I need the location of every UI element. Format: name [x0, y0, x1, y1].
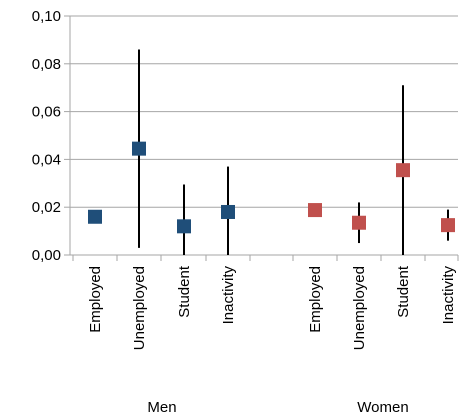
data-point [308, 203, 322, 218]
data-point [352, 215, 366, 230]
category-label: Inactivity [440, 266, 457, 325]
group-label: Women [357, 399, 408, 416]
group-label: Men [147, 399, 176, 416]
y-tick-label: 0,04 [32, 151, 61, 168]
category-label: Student [176, 265, 193, 318]
y-tick-label: 0,00 [32, 247, 61, 264]
category-label: Inactivity [220, 266, 237, 325]
category-label: Unemployed [351, 266, 368, 350]
category-label: Unemployed [131, 266, 148, 350]
data-point [177, 219, 191, 234]
category-label: Employed [87, 266, 104, 333]
data-point [441, 218, 455, 233]
data-point [88, 209, 102, 224]
data-point [132, 141, 146, 156]
y-tick-label: 0,06 [32, 104, 61, 121]
data-point [396, 163, 410, 178]
category-label: Employed [307, 266, 324, 333]
y-tick-label: 0,08 [32, 56, 61, 73]
y-tick-label: 0,02 [32, 199, 61, 216]
y-tick-label: 0,10 [32, 8, 61, 25]
data-point [221, 204, 235, 219]
category-label: Student [395, 265, 412, 318]
